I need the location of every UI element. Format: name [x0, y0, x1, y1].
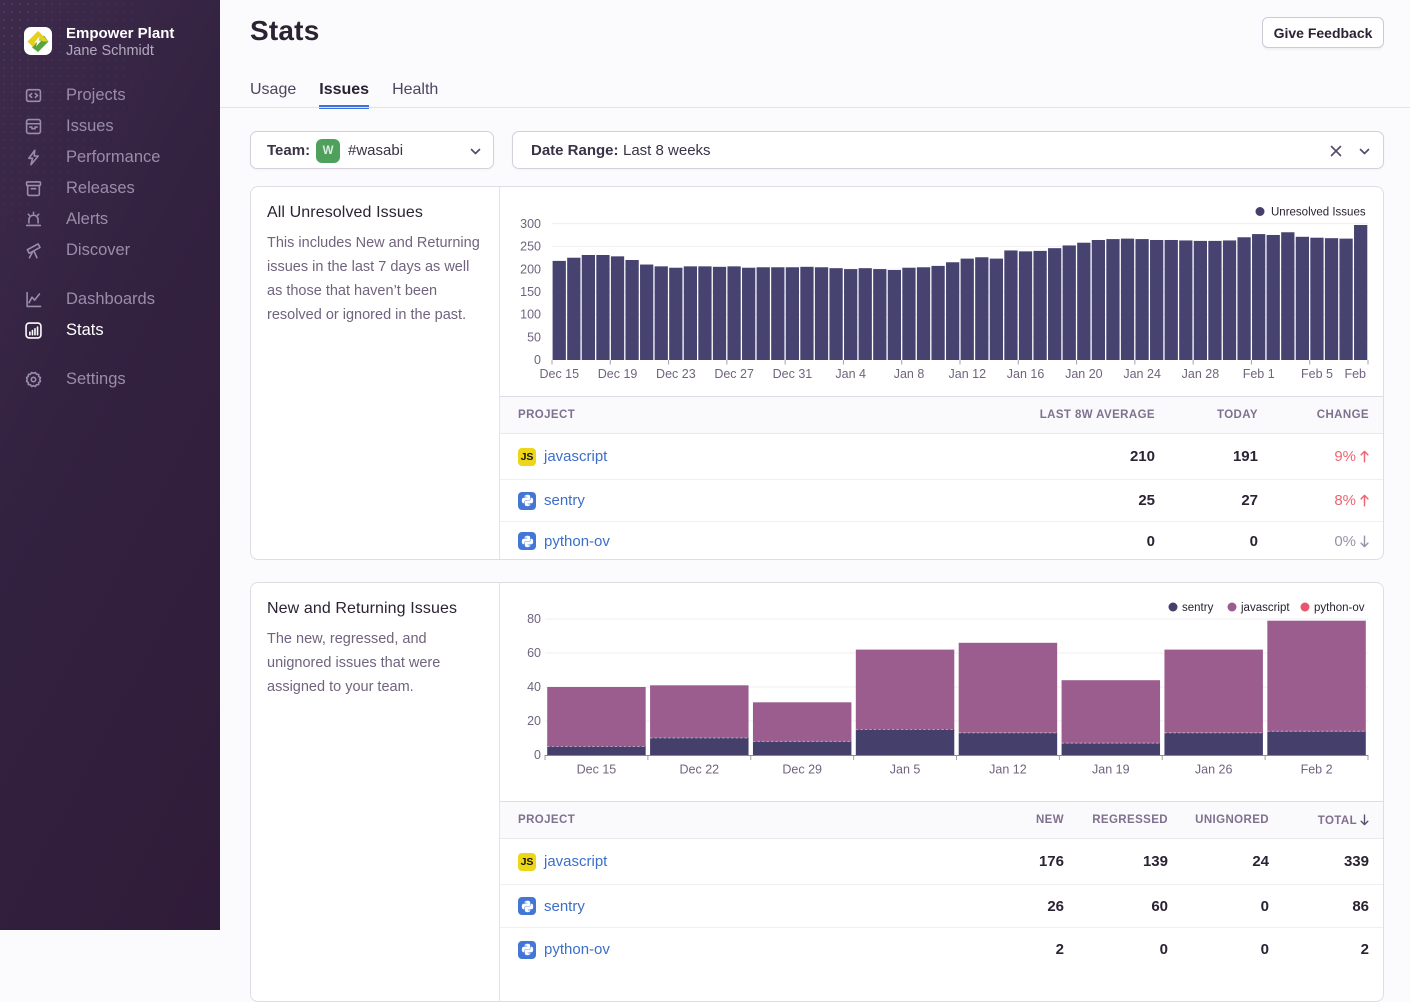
- svg-text:80: 80: [527, 612, 541, 626]
- svg-text:Feb 2: Feb 2: [1301, 763, 1333, 777]
- svg-text:0: 0: [534, 748, 541, 762]
- svg-text:Jan 24: Jan 24: [1123, 367, 1161, 381]
- svg-text:Feb 5: Feb 5: [1301, 367, 1333, 381]
- svg-text:200: 200: [520, 262, 541, 276]
- svg-text:Jan 16: Jan 16: [1007, 367, 1045, 381]
- svg-text:Dec 27: Dec 27: [714, 367, 754, 381]
- svg-text:Jan 12: Jan 12: [949, 367, 987, 381]
- svg-text:Jan 26: Jan 26: [1195, 763, 1233, 777]
- svg-text:60: 60: [527, 646, 541, 660]
- svg-text:sentry: sentry: [1182, 602, 1214, 614]
- svg-text:Jan 4: Jan 4: [835, 367, 866, 381]
- svg-text:20: 20: [527, 714, 541, 728]
- svg-text:Jan 8: Jan 8: [894, 367, 925, 381]
- svg-text:Dec 22: Dec 22: [680, 763, 720, 777]
- svg-text:Dec 29: Dec 29: [782, 763, 822, 777]
- svg-text:Dec 15: Dec 15: [577, 763, 617, 777]
- svg-text:Feb 1: Feb 1: [1243, 367, 1275, 381]
- svg-text:0: 0: [534, 353, 541, 367]
- svg-text:javascript: javascript: [1240, 602, 1290, 614]
- svg-text:Jan 19: Jan 19: [1092, 763, 1130, 777]
- svg-text:300: 300: [520, 217, 541, 231]
- svg-text:150: 150: [520, 285, 541, 299]
- svg-text:50: 50: [527, 331, 541, 345]
- svg-text:Dec 23: Dec 23: [656, 367, 696, 381]
- svg-text:Dec 15: Dec 15: [539, 367, 579, 381]
- svg-text:Jan 5: Jan 5: [890, 763, 921, 777]
- svg-text:Dec 19: Dec 19: [598, 367, 638, 381]
- svg-text:Feb: Feb: [1344, 367, 1366, 381]
- svg-text:Jan 20: Jan 20: [1065, 367, 1103, 381]
- svg-text:Dec 31: Dec 31: [773, 367, 813, 381]
- svg-text:Jan 12: Jan 12: [989, 763, 1027, 777]
- svg-text:100: 100: [520, 308, 541, 322]
- svg-text:250: 250: [520, 240, 541, 254]
- svg-text:Jan 28: Jan 28: [1182, 367, 1220, 381]
- svg-text:Unresolved Issues: Unresolved Issues: [1271, 207, 1366, 219]
- svg-text:40: 40: [527, 680, 541, 694]
- svg-text:python-ov: python-ov: [1314, 602, 1365, 614]
